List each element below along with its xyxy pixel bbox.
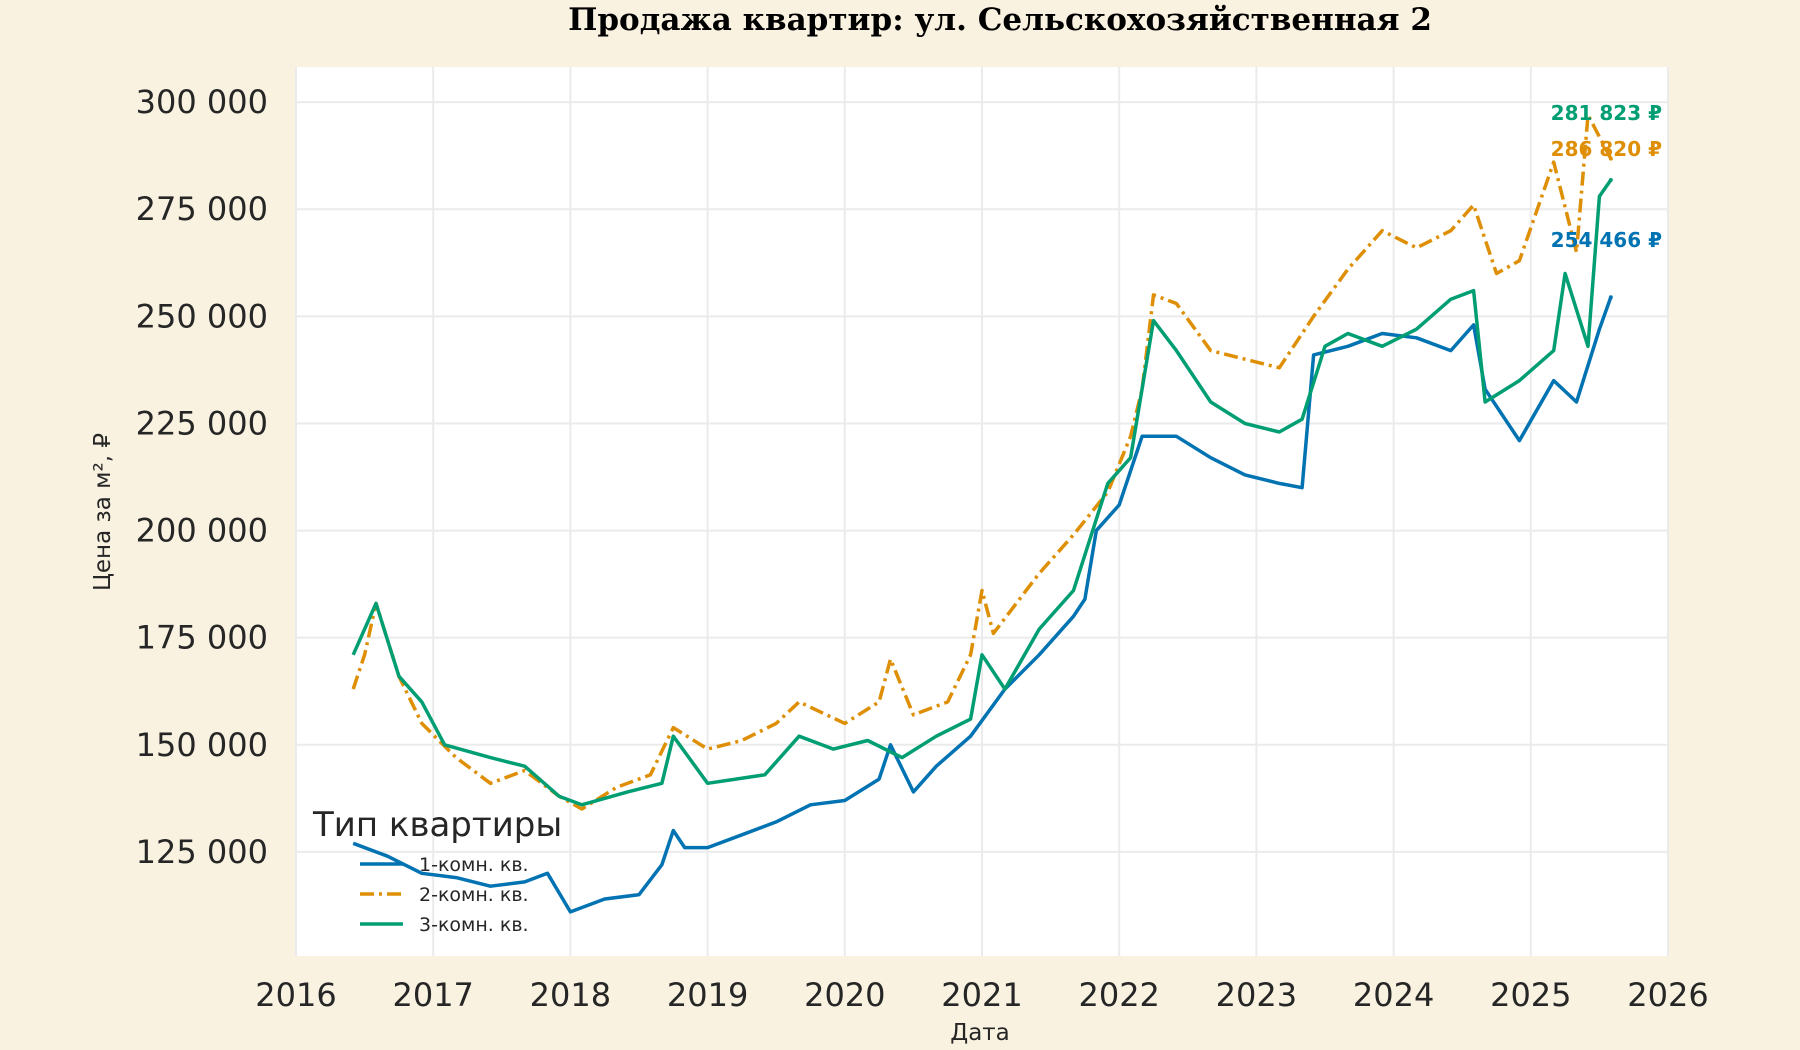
y-tick-label: 200 000 — [136, 512, 268, 550]
y-tick-label: 175 000 — [136, 619, 268, 657]
legend: Тип квартиры 1-комн. кв. 2-комн. кв. 3-ком… — [312, 805, 562, 936]
end-value-label-3: 281 823 ₽ — [1551, 101, 1662, 125]
chart-title: Продажа квартир: ул. Сельскохозяйственна… — [568, 2, 1432, 38]
y-tick-label: 225 000 — [136, 404, 268, 442]
y-tick-label: 250 000 — [136, 297, 268, 335]
y-tick-label: 300 000 — [136, 83, 268, 121]
series-end-point-3 — [1608, 178, 1613, 183]
legend-title: Тип квартиры — [312, 805, 562, 845]
x-tick-label: 2018 — [530, 976, 611, 1014]
y-tick-label: 125 000 — [136, 833, 268, 871]
legend-label-1: 1-комн. кв. — [419, 854, 529, 876]
y-tick-label: 275 000 — [136, 190, 268, 228]
x-tick-label: 2016 — [255, 976, 336, 1014]
x-tick-label: 2024 — [1353, 976, 1434, 1014]
x-tick-label: 2025 — [1490, 976, 1571, 1014]
y-tick-label: 150 000 — [136, 726, 268, 764]
legend-label-2: 2-комн. кв. — [419, 884, 529, 906]
series-line-3 — [351, 179, 1613, 807]
x-tick-label: 2026 — [1627, 976, 1708, 1014]
x-axis-label: Дата — [950, 1020, 1010, 1046]
end-value-label-1: 254 466 ₽ — [1551, 228, 1662, 252]
x-tick-label: 2022 — [1078, 976, 1159, 1014]
series-end-point-1 — [1608, 295, 1613, 300]
x-tick-label: 2023 — [1216, 976, 1297, 1014]
end-value-label-2: 286 820 ₽ — [1551, 137, 1662, 161]
series-line-2 — [351, 113, 1613, 811]
x-tick-label: 2019 — [667, 976, 748, 1014]
legend-label-3: 3-комн. кв. — [419, 914, 529, 936]
x-tick-label: 2017 — [392, 976, 473, 1014]
series-end-point-2 — [1608, 156, 1613, 161]
y-axis-label: Цена за м², ₽ — [90, 433, 116, 591]
x-tick-label: 2021 — [941, 976, 1022, 1014]
x-tick-label: 2020 — [804, 976, 885, 1014]
